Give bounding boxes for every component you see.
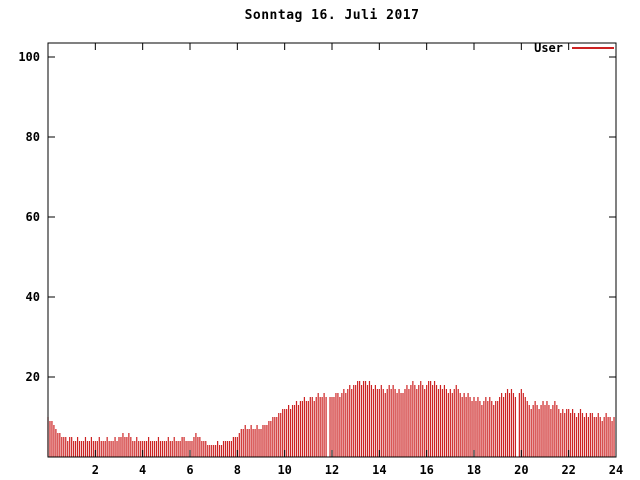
x-tick-label: 4 [139,463,146,477]
x-tick-label: 2 [92,463,99,477]
x-tick-label: 18 [467,463,481,477]
x-tick-label: 10 [277,463,291,477]
plot-border [47,42,617,458]
chart-title: Sonntag 16. Juli 2017 [244,8,420,23]
x-tick-label: 16 [419,463,433,477]
x-tick-label: 8 [234,463,241,477]
x-tick-label: 14 [372,463,386,477]
x-tick-label: 6 [186,463,193,477]
y-tick-label: 80 [26,130,40,144]
x-tick-label: 24 [609,463,623,477]
x-tick-label: 12 [325,463,339,477]
legend-label: User [534,41,563,55]
x-tick-label: 20 [514,463,528,477]
y-tick-label: 100 [18,50,40,64]
x-tick-label: 22 [561,463,575,477]
legend: User [534,41,614,55]
y-tick-label: 60 [26,210,40,224]
y-tick-label: 20 [26,370,40,384]
legend-line-sample [572,47,614,49]
y-tick-label: 40 [26,290,40,304]
